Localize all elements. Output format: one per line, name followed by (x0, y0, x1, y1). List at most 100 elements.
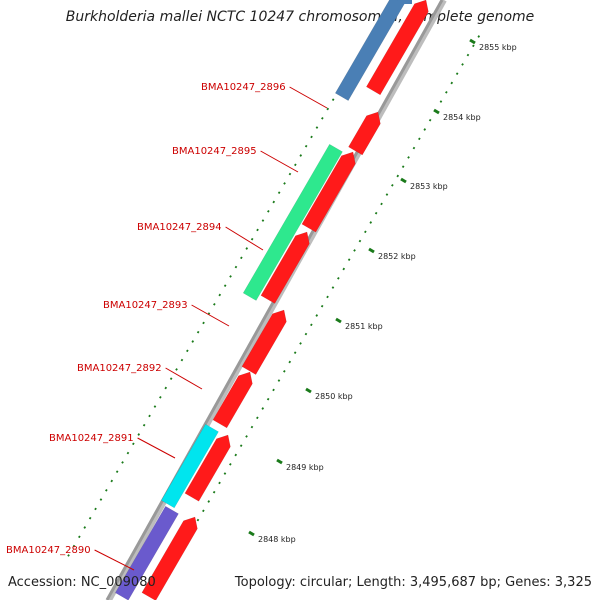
gene-labels: BMA10247_2896 BMA10247_2895 BMA10247_2894 B… (6, 82, 328, 571)
cds-forward-8 (141, 516, 198, 600)
ruler-minor-tick (196, 518, 200, 522)
inner-track-tick (83, 526, 87, 529)
ruler-minor-tick (256, 416, 259, 420)
ruler-minor-tick (310, 323, 313, 327)
ruler-minor-tick (229, 462, 232, 466)
inner-track-tick (229, 275, 232, 278)
inner-track-tick (94, 507, 97, 511)
inner-track-tick (148, 414, 151, 418)
inner-track-tick (299, 154, 303, 157)
inner-track-tick (234, 265, 238, 269)
gene-label-2: BMA10247_2895 (172, 146, 257, 157)
inner-track-tick (202, 321, 205, 325)
gene-top-fragment (398, 0, 412, 4)
inner-track-tick (180, 358, 184, 362)
inner-track-tick (267, 209, 270, 213)
ruler-minor-tick (315, 314, 319, 317)
ruler-minor-tick (407, 156, 410, 159)
inner-track-tick (175, 368, 178, 371)
ruler-label: 2855 kbp (479, 43, 517, 52)
ruler-major-tick (400, 177, 407, 184)
gene-label-connector (225, 226, 264, 251)
inner-track-tick (240, 256, 243, 260)
ruler-major-tick (248, 530, 255, 537)
ruler-minor-tick (391, 183, 394, 187)
inner-track-tick (272, 200, 276, 204)
ruler-minor-tick (466, 53, 470, 57)
ruler-minor-tick (347, 258, 351, 262)
ruler-minor-tick (250, 425, 254, 429)
ruler-minor-tick (477, 35, 481, 38)
ruler-minor-tick (342, 267, 346, 271)
ruler-major-tick (276, 458, 283, 465)
ruler-minor-tick (202, 509, 205, 513)
ruler-minor-tick (401, 165, 405, 169)
cds-strands (105, 0, 447, 600)
inner-track-tick (277, 191, 281, 195)
inner-track-tick (326, 107, 330, 111)
gene-label-5: BMA10247_2892 (77, 363, 162, 374)
ruler-minor-tick (353, 249, 356, 252)
cds-forward-4 (260, 231, 310, 304)
ruler-minor-tick (283, 369, 286, 373)
ruler-minor-tick (455, 72, 459, 76)
inner-track-tick (169, 377, 173, 381)
ruler-minor-tick (380, 202, 383, 206)
inner-track-tick (72, 544, 76, 548)
ruler-minor-tick (396, 174, 400, 178)
inner-track-tick (142, 423, 146, 427)
gene-label-connector (165, 367, 203, 390)
accession-label: Accession: NC_009080 (8, 575, 156, 590)
inner-track-tick (99, 498, 103, 501)
ruler-label: 2853 kbp (410, 182, 448, 191)
ruler-minor-tick (331, 286, 335, 289)
ruler-major-tick (335, 317, 342, 324)
inner-track-tick (218, 293, 222, 297)
inner-track-tick (126, 451, 130, 455)
inner-track-tick (105, 488, 108, 492)
inner-track-tick (137, 433, 141, 436)
inner-track-tick (245, 247, 249, 250)
ruler-minor-tick (261, 407, 265, 410)
inner-track-tick (213, 302, 216, 306)
gene-label-connector (137, 437, 176, 459)
ruler-minor-tick (412, 146, 416, 150)
ruler-minor-tick (207, 500, 211, 503)
cds-forward-2 (348, 111, 381, 156)
gene-label-4: BMA10247_2893 (103, 300, 188, 311)
inner-track-tick (304, 144, 308, 148)
ruler-minor-tick (337, 276, 340, 280)
inner-track-tick (223, 284, 227, 288)
genome-summary: Topology: circular; Length: 3,495,687 bp… (234, 575, 592, 590)
cds-forward-5 (241, 309, 287, 375)
ruler-label: 2850 kbp (315, 392, 353, 401)
cds-forward-6 (212, 371, 253, 429)
ruler-minor-tick (293, 351, 297, 355)
ruler-minor-tick (212, 490, 216, 494)
gene-bma10247-2896 (334, 0, 405, 101)
ruler-minor-tick (288, 360, 292, 364)
cds-forward-1 (366, 0, 429, 96)
inner-track-tick (294, 163, 297, 167)
ruler-minor-tick (364, 230, 367, 234)
ruler-minor-tick (428, 118, 432, 122)
inner-track-tick (159, 395, 162, 399)
inner-track-tick (256, 228, 259, 232)
ruler-minor-tick (374, 211, 378, 215)
ruler-minor-tick (423, 128, 427, 131)
gene-label-connector (94, 549, 135, 571)
ruler-minor-tick (358, 239, 362, 243)
ruler-minor-tick (223, 472, 227, 475)
ruler-major-tick (305, 387, 312, 394)
gene-bma10247-2894 (242, 143, 343, 301)
inner-track-tick (191, 340, 195, 343)
ruler-minor-tick (234, 453, 238, 457)
inner-track-tick (132, 442, 135, 446)
inner-track-tick (207, 312, 211, 315)
ruler-minor-tick (266, 397, 270, 401)
inner-track-tick (331, 98, 335, 102)
ruler-minor-tick (239, 444, 243, 448)
ruler-minor-tick (461, 63, 464, 66)
ruler-label: 2854 kbp (443, 113, 481, 122)
inner-track-tick (186, 349, 189, 353)
